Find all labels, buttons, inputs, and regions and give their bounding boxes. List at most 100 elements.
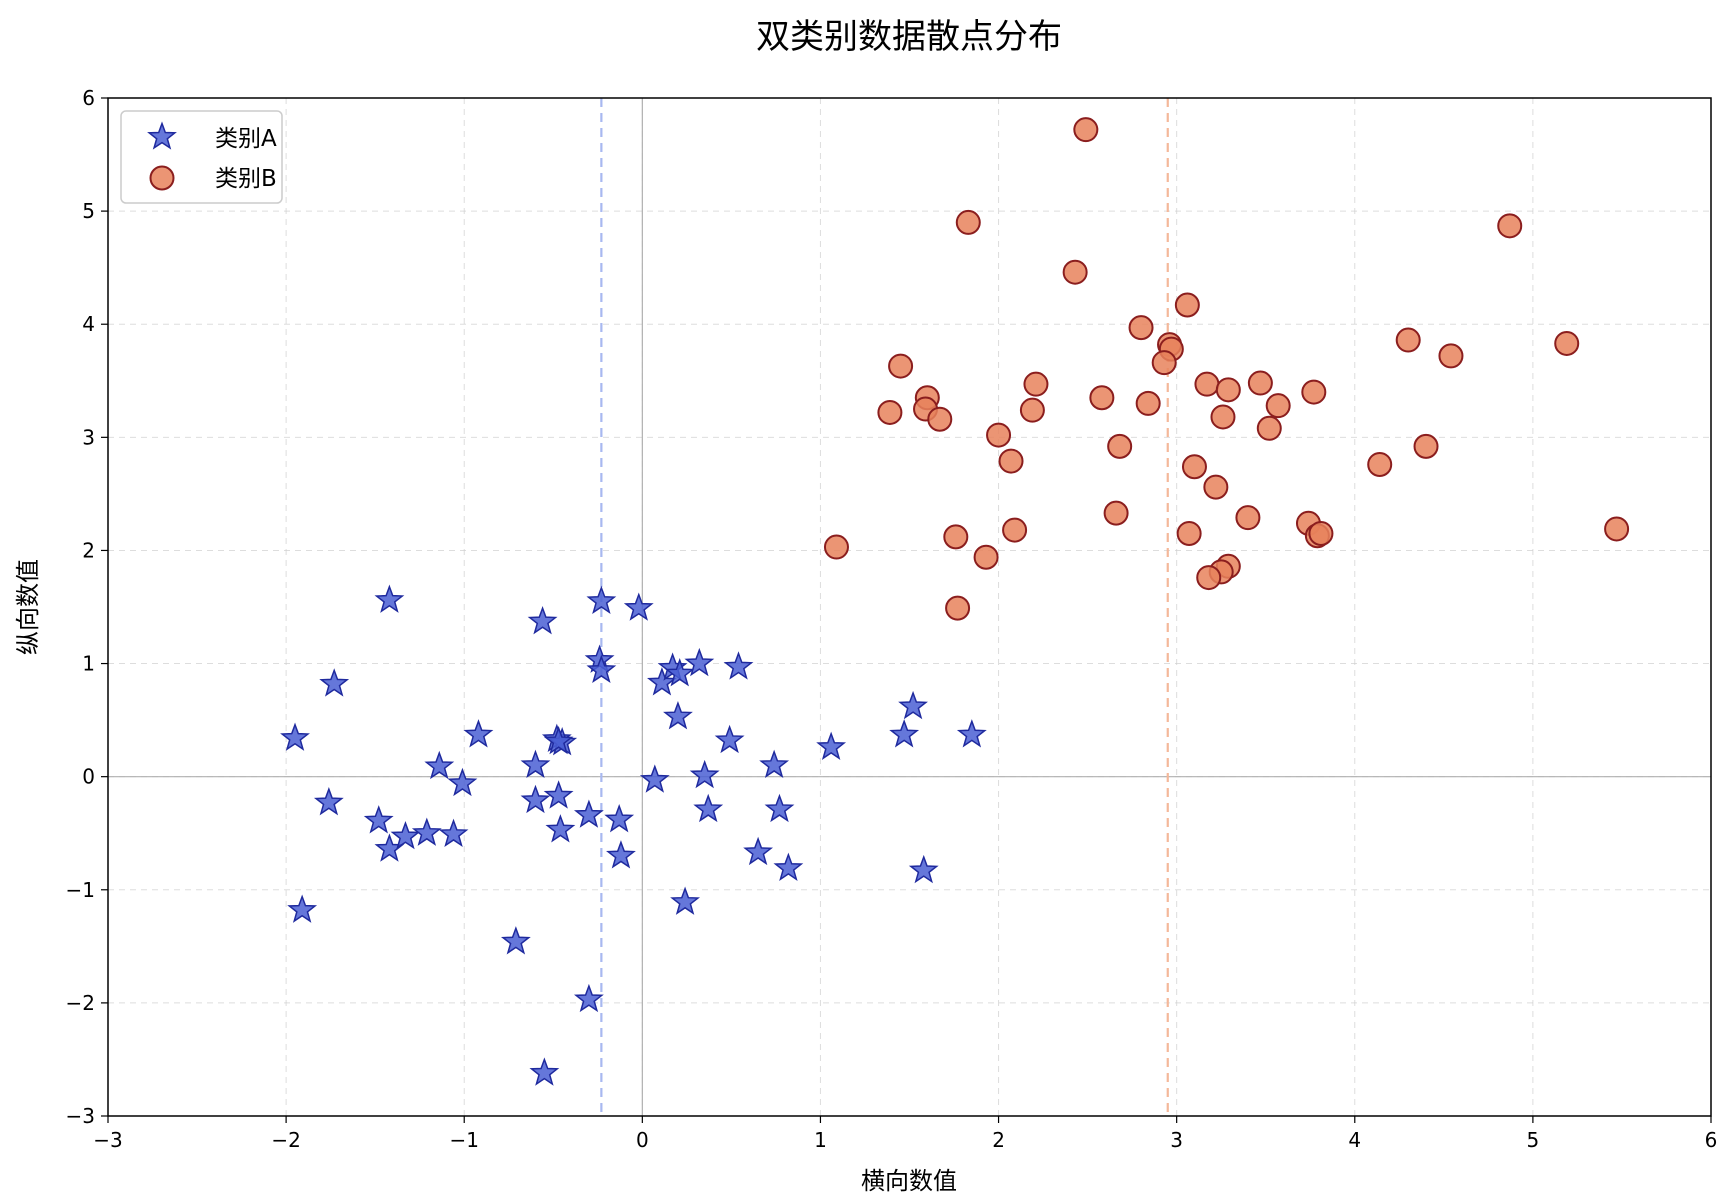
circle-point bbox=[1174, 292, 1200, 318]
star-point bbox=[898, 690, 928, 720]
star-point bbox=[390, 820, 421, 850]
circle-point bbox=[1301, 379, 1327, 405]
star-point bbox=[573, 983, 604, 1013]
x-tick-label: 0 bbox=[636, 1128, 649, 1152]
circle-point bbox=[1023, 371, 1049, 397]
plot-frame bbox=[107, 97, 1712, 1117]
circle-point bbox=[1151, 350, 1177, 376]
y-tick-label: −3 bbox=[66, 1104, 95, 1128]
legend-label-category-b: 类别B bbox=[215, 166, 277, 192]
star-point bbox=[573, 799, 604, 828]
legend-star-icon bbox=[147, 121, 177, 150]
x-tick-label: 6 bbox=[1705, 1128, 1718, 1152]
grid-layer bbox=[107, 97, 1712, 1117]
star-point bbox=[764, 793, 795, 823]
circle-point bbox=[888, 353, 914, 379]
star-point bbox=[689, 759, 720, 789]
star-point bbox=[956, 719, 987, 748]
y-tick-label: 6 bbox=[82, 86, 95, 110]
star-point bbox=[693, 793, 724, 823]
star-point bbox=[889, 719, 920, 748]
circle-point bbox=[1395, 327, 1421, 353]
star-point bbox=[280, 722, 310, 751]
circle-point bbox=[1089, 385, 1115, 411]
legend-circle-icon bbox=[149, 165, 175, 191]
star-point bbox=[363, 805, 394, 834]
star-point bbox=[545, 814, 576, 843]
star-point bbox=[463, 719, 494, 748]
star-point bbox=[529, 1057, 560, 1086]
star-point bbox=[647, 667, 677, 696]
y-tick-label: 1 bbox=[82, 652, 95, 676]
star-point bbox=[663, 701, 693, 730]
x-tick-label: 4 bbox=[1348, 1128, 1361, 1152]
star-point bbox=[664, 658, 695, 687]
y-tick-label: 4 bbox=[82, 312, 95, 336]
star-point bbox=[543, 725, 574, 755]
circle-point bbox=[1367, 451, 1393, 477]
reference-lines bbox=[108, 98, 1711, 1116]
circle-point bbox=[877, 399, 903, 425]
star-point bbox=[287, 894, 318, 923]
circle-point bbox=[1019, 397, 1045, 423]
circle-point bbox=[1247, 370, 1273, 396]
axis-ticks: −3 −2 −1 0 1 2 3 4 5 6 −3 −2 −1 0 1 2 3 4 5 6 bbox=[66, 86, 1718, 1152]
circle-point bbox=[1194, 371, 1220, 397]
x-tick-label: 2 bbox=[992, 1128, 1005, 1152]
star-point bbox=[773, 852, 804, 881]
star-point bbox=[447, 767, 478, 797]
x-tick-label: 1 bbox=[814, 1128, 827, 1152]
circle-point bbox=[1235, 505, 1261, 531]
circle-point bbox=[1107, 433, 1133, 459]
star-point bbox=[374, 584, 405, 613]
x-tick-label: 5 bbox=[1527, 1128, 1540, 1152]
circle-point bbox=[1497, 213, 1523, 239]
circle-point bbox=[955, 209, 981, 235]
star-point bbox=[759, 749, 790, 779]
circle-point bbox=[973, 544, 999, 570]
star-point bbox=[723, 651, 754, 680]
circle-point bbox=[1604, 516, 1630, 542]
x-axis-title: 横向数值 bbox=[861, 1167, 957, 1195]
circle-point bbox=[1073, 117, 1099, 143]
circle-point bbox=[986, 422, 1012, 448]
y-tick-label: −1 bbox=[66, 878, 95, 902]
star-point bbox=[639, 764, 670, 793]
circle-point bbox=[1554, 330, 1580, 356]
circle-point bbox=[1413, 433, 1439, 459]
data-marks bbox=[280, 117, 1630, 1086]
star-point bbox=[604, 803, 635, 833]
star-point bbox=[586, 585, 617, 615]
star-point bbox=[743, 836, 774, 866]
star-point bbox=[424, 750, 455, 780]
legend: 类别A 类别B bbox=[120, 110, 283, 204]
chart-title: 双类别数据散点分布 bbox=[756, 17, 1062, 57]
star-point bbox=[670, 886, 700, 915]
star-point bbox=[319, 668, 350, 697]
star-point bbox=[313, 787, 344, 816]
star-point bbox=[586, 654, 617, 684]
x-tick-label: −2 bbox=[271, 1128, 300, 1152]
circle-point bbox=[1210, 404, 1236, 430]
star-point bbox=[908, 854, 939, 884]
circle-point bbox=[943, 524, 969, 550]
legend-label-category-a: 类别A bbox=[215, 126, 277, 152]
y-tick-label: 0 bbox=[82, 765, 95, 789]
circle-point bbox=[1256, 415, 1282, 441]
circle-point bbox=[1308, 520, 1334, 546]
circle-point bbox=[1103, 500, 1129, 526]
y-tick-label: 5 bbox=[82, 199, 95, 223]
y-tick-label: 3 bbox=[82, 425, 95, 449]
circle-point bbox=[945, 595, 971, 621]
star-point bbox=[714, 724, 745, 754]
star-point bbox=[606, 840, 636, 869]
circle-point bbox=[1203, 474, 1229, 500]
star-point bbox=[438, 818, 469, 848]
star-point bbox=[543, 780, 574, 809]
star-point bbox=[623, 592, 654, 621]
star-point bbox=[411, 817, 442, 846]
circle-point bbox=[823, 534, 849, 560]
circle-point bbox=[1438, 343, 1464, 369]
